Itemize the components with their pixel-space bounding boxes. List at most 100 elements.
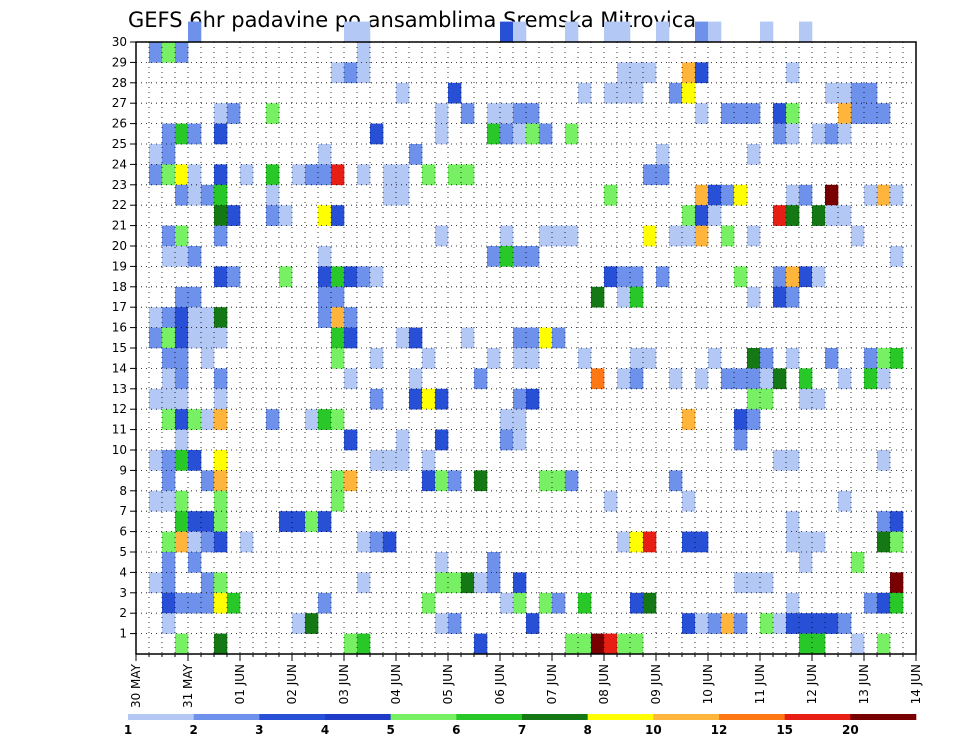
heatmap-cell [721,368,735,390]
heatmap-cell [539,470,553,492]
heatmap-cell [682,613,696,634]
heatmap-cell [370,348,384,369]
heatmap-cell [344,429,358,451]
heatmap-cell [695,531,709,553]
heatmap-cell [292,164,306,186]
heatmap-cell [513,429,527,451]
y-tick-label: 26 [112,117,127,131]
y-tick-label: 10 [112,443,127,457]
heatmap-cell [500,409,514,430]
heatmap-cell [435,429,449,451]
heatmap-cell [617,82,631,104]
heatmap-cell [630,82,644,104]
y-tick-label: 14 [112,361,127,375]
heatmap-cell [786,205,800,226]
heatmap-cell [500,429,514,451]
heatmap-cell [838,613,852,634]
x-tick-label: 10 JUN [701,664,715,704]
heatmap-cell [305,409,319,430]
heatmap-cell [162,246,176,267]
heatmap-cell [786,613,800,634]
y-tick-label: 17 [112,300,127,314]
heatmap-cell [734,184,748,206]
heatmap-cell [162,123,176,145]
heatmap-cell [838,205,852,226]
heatmap-cell [838,82,852,104]
heatmap-cell [461,103,475,124]
heatmap-cell [851,103,865,124]
heatmap-cell [734,613,748,634]
legend-label: 7 [518,723,526,737]
heatmap-cell [162,388,176,410]
heatmap-cell [474,633,488,655]
heatmap-cell [214,266,228,288]
heatmap-cell [214,205,228,226]
heatmap-cell [734,103,748,124]
heatmap-cell [513,103,527,124]
heatmap-cell [318,246,332,267]
heatmap-cell [565,123,579,145]
heatmap-cell [357,42,371,63]
y-tick-label: 2 [119,606,127,620]
heatmap-cell [825,123,839,145]
heatmap-cell [565,633,579,655]
heatmap-cell [526,123,540,145]
heatmap-cell [175,388,189,410]
heatmap-cell [175,633,189,655]
heatmap-cell [435,388,449,410]
heatmap-cell [682,490,696,512]
y-tick-label: 19 [112,259,127,273]
heatmap-cell [500,225,514,247]
heatmap-cell [864,82,878,104]
heatmap-cell [786,62,800,84]
heatmap-cell [799,552,813,573]
heatmap-cell [721,184,735,206]
heatmap-cell [162,490,176,512]
heatmap-cell [227,266,241,288]
legend-swatch [390,714,457,720]
heatmap-cell [591,368,605,390]
heatmap-cell [435,225,449,247]
y-tick-label: 13 [112,382,127,396]
heatmap-cell [526,348,540,369]
heatmap-cell [617,266,631,288]
y-tick-label: 6 [119,525,127,539]
heatmap-cell [500,592,514,614]
y-tick-label: 20 [112,239,127,253]
legend-label: 10 [645,723,662,737]
legend-label: 3 [255,723,263,737]
heatmap-cell [175,450,189,471]
heatmap-cell [812,613,826,634]
legend-swatch [193,714,260,720]
heatmap-cell [149,144,163,165]
heatmap-cell [188,286,202,308]
heatmap-cell [721,225,735,247]
heatmap-cell [552,470,566,492]
y-tick-label: 21 [112,219,127,233]
heatmap-cell [786,592,800,614]
heatmap-cell [617,286,631,308]
heatmap-cell [487,123,501,145]
heatmap-cell [539,327,553,349]
legend-swatch [259,714,326,720]
x-tick-label: 31 MAY [181,663,195,708]
heatmap-cell [552,592,566,614]
heatmap-cell [175,592,189,614]
heatmap-cell [344,62,358,84]
heatmap-cell [318,592,332,614]
heatmap-cell [214,409,228,430]
heatmap-cell [695,103,709,124]
heatmap-cell [695,62,709,84]
heatmap-cell [201,348,215,369]
y-tick-label: 27 [112,96,127,110]
heatmap-cell [799,531,813,553]
heatmap-cell [500,21,514,43]
legend-swatch [850,714,917,720]
heatmap-cell [513,21,527,43]
heatmap-cell [448,82,462,104]
heatmap-cell [175,327,189,349]
heatmap-cell [695,368,709,390]
heatmap-cell [240,531,254,553]
heatmap-cell [396,184,410,206]
